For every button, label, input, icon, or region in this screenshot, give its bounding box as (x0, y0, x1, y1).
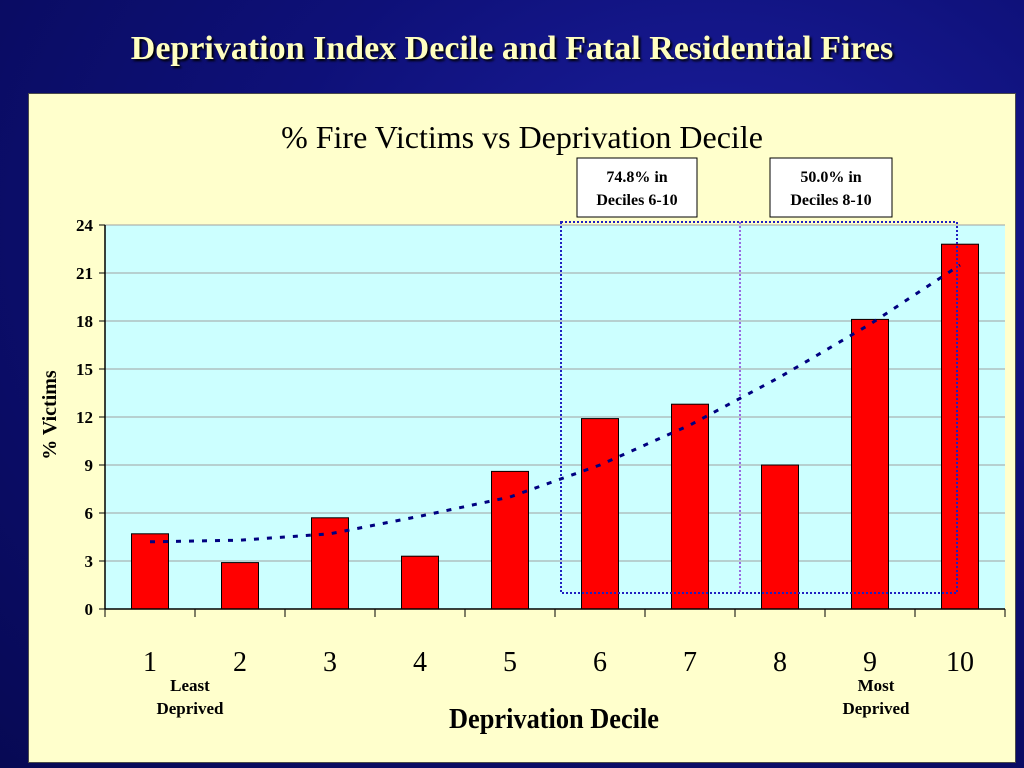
bar-decile-8 (761, 464, 799, 610)
highlight-box-deciles-6-10 (560, 221, 958, 594)
y-tick-label: 12 (76, 408, 93, 427)
x-tick-label: 6 (593, 647, 607, 678)
x-tick-label: 2 (233, 647, 247, 678)
y-tick-label: 21 (76, 264, 93, 283)
y-tick-label: 18 (76, 312, 93, 331)
annotation-8-10-line1: 50.0% in (800, 169, 861, 186)
annotation-box-6-10 (576, 157, 698, 218)
chart-title: % Fire Victims vs Deprivation Decile (281, 119, 763, 155)
bar-decile-7 (671, 403, 709, 610)
most-deprived-line2: Deprived (842, 699, 910, 718)
y-axis-ticks: 0 3 6 9 12 15 18 21 24 (76, 216, 105, 619)
y-tick-label: 15 (76, 360, 93, 379)
bar-decile-3 (311, 517, 349, 610)
annotation-6-10-line2: Deciles 6-10 (596, 192, 677, 209)
slide-title: Deprivation Index Decile and Fatal Resid… (130, 30, 894, 67)
bar-decile-5 (491, 470, 529, 610)
x-tick-label: 5 (503, 647, 517, 678)
most-deprived-line1: Most (858, 676, 895, 695)
y-tick-label: 0 (85, 600, 94, 619)
y-tick-label: 24 (76, 216, 94, 235)
x-tick-label: 7 (683, 647, 697, 678)
least-deprived-line2: Deprived (156, 699, 224, 718)
bar-decile-1 (131, 533, 169, 610)
annotation-box-8-10 (769, 157, 893, 218)
x-axis-ticks: 1 2 3 4 5 6 7 8 9 10 (104, 609, 1006, 678)
x-axis-label: Deprivation Decile (449, 704, 659, 735)
bar-decile-10 (941, 243, 979, 610)
bar-decile-4 (401, 555, 439, 610)
y-tick-label: 6 (85, 504, 94, 523)
bars (131, 243, 979, 610)
annotation-6-10-line1: 74.8% in (606, 169, 667, 186)
annotation-8-10-line2: Deciles 8-10 (790, 192, 871, 209)
y-tick-label: 9 (85, 456, 94, 475)
x-tick-label: 8 (773, 647, 787, 678)
x-tick-label: 3 (323, 647, 337, 678)
bar-decile-9 (851, 318, 889, 610)
x-tick-label: 10 (946, 647, 974, 678)
y-tick-label: 3 (85, 552, 94, 571)
decile-highlight-boxes (560, 221, 958, 594)
x-tick-label: 1 (143, 647, 157, 678)
bar-decile-2 (221, 562, 259, 610)
x-tick-label: 9 (863, 647, 877, 678)
least-deprived-line1: Least (170, 676, 210, 695)
x-tick-label: 4 (413, 647, 427, 678)
y-axis-label: % Victims (39, 370, 61, 460)
bar-decile-6 (581, 418, 619, 610)
